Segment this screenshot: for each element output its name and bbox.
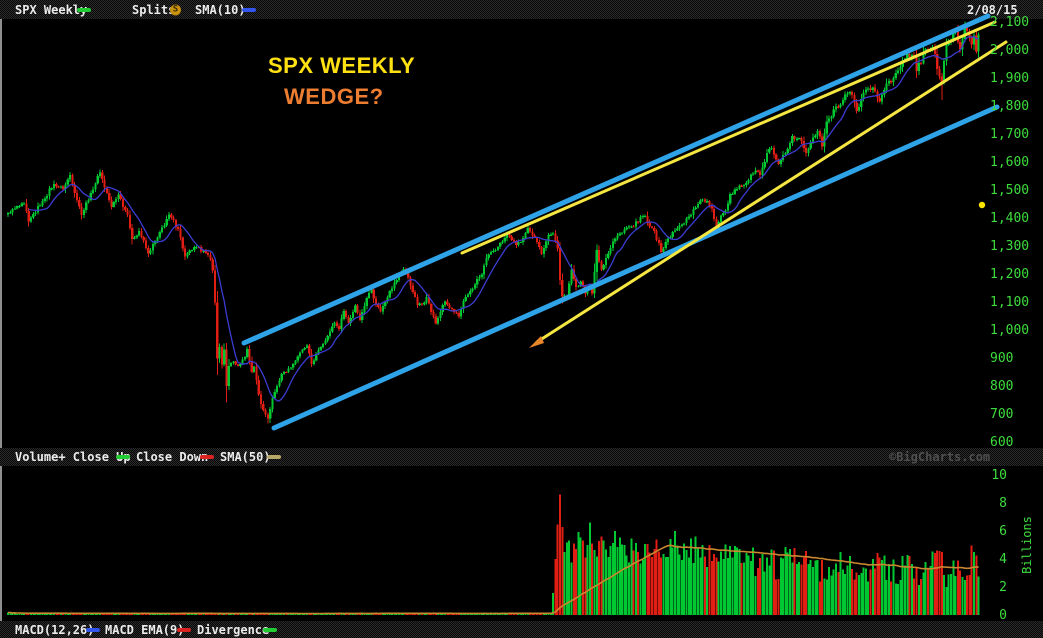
sma10-line: [28, 36, 979, 402]
svg-text:1,600: 1,600: [990, 155, 1029, 170]
svg-text:10: 10: [991, 468, 1007, 483]
channel-bottom: [271, 104, 1000, 431]
symbol-label: SPX Weekly: [15, 2, 88, 17]
splits-badge-icon: S: [170, 4, 181, 15]
svg-text:2: 2: [999, 580, 1007, 595]
yellow-dot-marker: [978, 201, 986, 209]
top-legend-bar: SPX Weekly Splits S SMA(10) 2/08/15: [0, 0, 1043, 19]
svg-text:0: 0: [999, 608, 1007, 623]
volume-up-label: Volume+ Close Up: [15, 450, 131, 464]
sma10-line-swatch: [242, 7, 256, 12]
divergence-swatch: [263, 627, 277, 632]
svg-text:1,800: 1,800: [990, 99, 1029, 114]
svg-text:1,300: 1,300: [990, 239, 1029, 254]
svg-text:2,000: 2,000: [990, 43, 1029, 58]
volume-down-swatch: [200, 455, 214, 459]
svg-text:8: 8: [999, 496, 1007, 511]
divergence-label: Divergence: [197, 622, 270, 637]
volume-legend-bar: Volume+ Close Up Close Down SMA(50) ©Big…: [0, 448, 1043, 466]
svg-text:1,700: 1,700: [990, 127, 1029, 142]
annotation-question: WEDGE?: [284, 84, 384, 109]
volume-sma50-line: [7, 544, 979, 615]
bigcharts-watermark: ©BigCharts.com: [889, 450, 991, 464]
price-axis-labels: 2,100 2,000 1,900 1,800 1,700 1,600 1,500 1,400…: [990, 15, 1029, 450]
wedge-bottom: [535, 40, 1008, 344]
volume-axis-labels: 10 8 6 4 2 0 Billions: [991, 468, 1034, 623]
svg-text:1,900: 1,900: [990, 71, 1029, 86]
svg-text:1,200: 1,200: [990, 267, 1029, 282]
volume-up-swatch: [116, 455, 130, 459]
macd-legend-bar: MACD(12,26) MACD EMA(9) Divergence: [0, 621, 1043, 638]
svg-text:800: 800: [990, 379, 1013, 394]
svg-text:600: 600: [990, 435, 1013, 450]
volume-unit-label: Billions: [1020, 516, 1034, 574]
svg-text:1,000: 1,000: [990, 323, 1029, 338]
trendline-annotations: [241, 13, 1008, 431]
svg-text:1,400: 1,400: [990, 211, 1029, 226]
volume-bars: [7, 494, 980, 616]
annotation-title: SPX WEEKLY: [268, 53, 416, 78]
svg-text:2,100: 2,100: [990, 15, 1029, 30]
channel-top: [241, 13, 991, 346]
wedge-top: [460, 20, 997, 255]
chart-date: 2/08/15: [967, 2, 1018, 17]
volume-sma50-label: SMA(50): [220, 450, 271, 464]
svg-text:1,100: 1,100: [990, 295, 1029, 310]
svg-text:4: 4: [999, 552, 1007, 567]
svg-text:700: 700: [990, 407, 1013, 422]
svg-text:900: 900: [990, 351, 1013, 366]
volume-down-label: Close Down: [136, 450, 209, 464]
macd-line-swatch: [86, 627, 100, 632]
symbol-line-swatch: [77, 7, 91, 12]
volume-sma50-swatch: [267, 455, 281, 459]
macd-label: MACD(12,26): [15, 622, 95, 637]
sma10-label: SMA(10): [195, 2, 246, 17]
svg-text:6: 6: [999, 524, 1007, 539]
splits-label: Splits: [132, 2, 176, 17]
candlestick-series: [6, 21, 980, 424]
chart-left-border: [0, 19, 2, 623]
svg-text:1,500: 1,500: [990, 183, 1029, 198]
macd-ema-label: MACD EMA(9): [105, 622, 185, 637]
arrowhead-icon: [529, 336, 544, 348]
macd-ema-swatch: [177, 627, 191, 632]
